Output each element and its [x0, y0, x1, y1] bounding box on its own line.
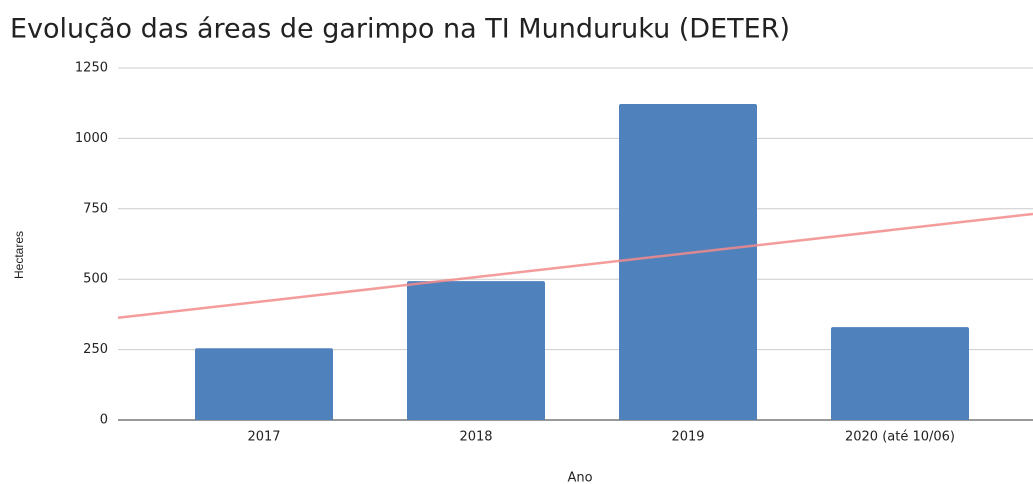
x-axis-label: Ano [567, 471, 592, 484]
y-axis-label: Hectares [12, 231, 26, 279]
y-tick-label: 1000 [75, 131, 108, 146]
bar [407, 281, 545, 420]
bar [831, 327, 969, 420]
y-tick-label: 250 [83, 342, 108, 357]
bar [195, 348, 333, 420]
y-tick-label: 0 [100, 413, 108, 428]
x-tick-label: 2017 [247, 430, 280, 445]
trend-line [117, 212, 1033, 319]
x-tick-label: 2018 [459, 430, 492, 445]
y-tick-label: 750 [83, 201, 108, 216]
x-tick-label: 2020 (até 10/06) [845, 430, 955, 445]
y-tick-label: 500 [83, 272, 108, 287]
x-tick-label: 2019 [671, 430, 704, 445]
chart-title: Evolução das áreas de garimpo na TI Mund… [10, 14, 790, 45]
y-tick-label: 1250 [75, 61, 108, 76]
bar [619, 104, 757, 420]
